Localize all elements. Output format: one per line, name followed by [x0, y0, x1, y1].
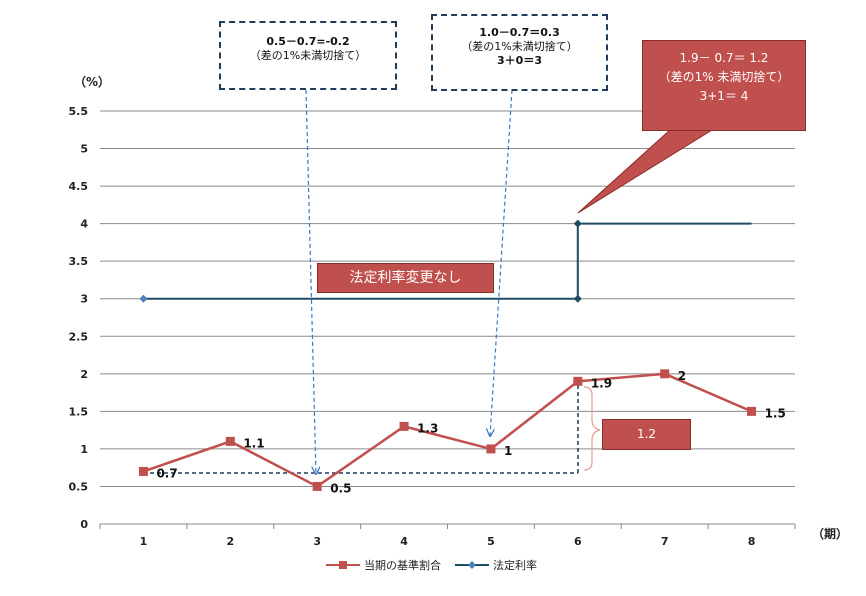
x-tick-label: 7	[661, 535, 669, 548]
callout-red-line3: 3+1＝ 4	[699, 89, 749, 103]
data-label: 2	[678, 369, 686, 383]
marker-base-rate	[486, 444, 496, 454]
x-tick-label: 3	[313, 535, 321, 548]
marker-base-rate	[747, 406, 757, 416]
marker-legal-rate	[573, 294, 582, 303]
y-tick-label: 0.5	[69, 480, 89, 493]
marker-base-rate	[138, 466, 148, 476]
x-tick-label: 4	[400, 535, 408, 548]
callout-mid-line2: （差の1%未満切捨て）	[461, 40, 578, 53]
marker-base-rate	[225, 436, 235, 446]
marker-base-rate	[312, 481, 322, 491]
callout-red-line2: （差の1% 未満切捨て）	[658, 70, 790, 84]
arrow-left	[305, 89, 316, 474]
y-tick-label: 3	[80, 293, 88, 306]
data-label: 1.5	[765, 406, 786, 420]
difference-label: 1.2	[602, 419, 691, 450]
x-tick-label: 8	[748, 535, 756, 548]
y-tick-label: 5	[80, 143, 88, 156]
x-tick-label: 5	[487, 535, 495, 548]
y-tick-label: 4.5	[69, 180, 89, 193]
legend-legal-rate-label: 法定利率	[493, 559, 537, 572]
callout-red-line1: 1.9－ 0.7＝ 1.2	[679, 51, 769, 65]
y-axis-label: （%）	[74, 74, 110, 89]
marker-legal-rate	[139, 294, 148, 303]
difference-brace	[583, 386, 601, 471]
legend: 当期の基準割合 法定利率	[326, 557, 537, 573]
data-label: 0.7	[156, 466, 177, 480]
arrow-mid	[490, 89, 513, 436]
legend-legal-rate-swatch	[455, 561, 489, 569]
y-tick-label: 2	[80, 368, 88, 381]
x-tick-label: 6	[574, 535, 582, 548]
y-tick-label: 0	[80, 518, 88, 531]
data-label: 1.1	[243, 436, 264, 450]
data-label: 1	[504, 444, 512, 458]
callout-left-line2: （差の1%未満切捨て）	[249, 49, 367, 62]
legend-base-rate-label: 当期の基準割合	[364, 559, 441, 572]
y-tick-label: 1	[80, 443, 88, 456]
callout-mid-line3: 3＋0＝3	[497, 54, 542, 67]
y-tick-label: 5.5	[69, 105, 89, 118]
callout-red: 1.9－ 0.7＝ 1.2 （差の1% 未満切捨て） 3+1＝ 4	[642, 40, 806, 131]
x-tick-label: 2	[226, 535, 234, 548]
data-label: 1.9	[591, 376, 612, 390]
legend-item-legal-rate: 法定利率	[455, 557, 537, 573]
y-tick-label: 4	[80, 218, 88, 231]
y-tick-label: 2.5	[69, 330, 89, 343]
x-tick-label: 1	[140, 535, 148, 548]
red-callout-pointer	[577, 129, 714, 214]
y-tick-label: 1.5	[69, 405, 89, 418]
data-label: 0.5	[330, 481, 351, 495]
no-change-label: 法定利率変更なし	[317, 263, 494, 293]
callout-mid: 1.0－0.7＝0.3 （差の1%未満切捨て） 3＋0＝3	[431, 14, 608, 91]
marker-base-rate	[573, 376, 583, 386]
legend-base-rate-swatch	[326, 561, 360, 569]
y-tick-label: 3.5	[69, 255, 89, 268]
marker-base-rate	[399, 421, 409, 431]
callout-mid-line1: 1.0－0.7＝0.3	[479, 26, 560, 39]
marker-base-rate	[660, 369, 670, 379]
series-line-base-rate	[143, 372, 753, 488]
marker-legal-rate	[573, 219, 582, 228]
callout-left: 0.5－0.7=-0.2 （差の1%未満切捨て）	[219, 21, 397, 90]
x-axis-label: （期）	[812, 526, 848, 541]
data-label: 1.3	[417, 421, 438, 435]
callout-left-line1: 0.5－0.7=-0.2	[266, 35, 350, 48]
legend-item-base-rate: 当期の基準割合	[326, 557, 441, 573]
